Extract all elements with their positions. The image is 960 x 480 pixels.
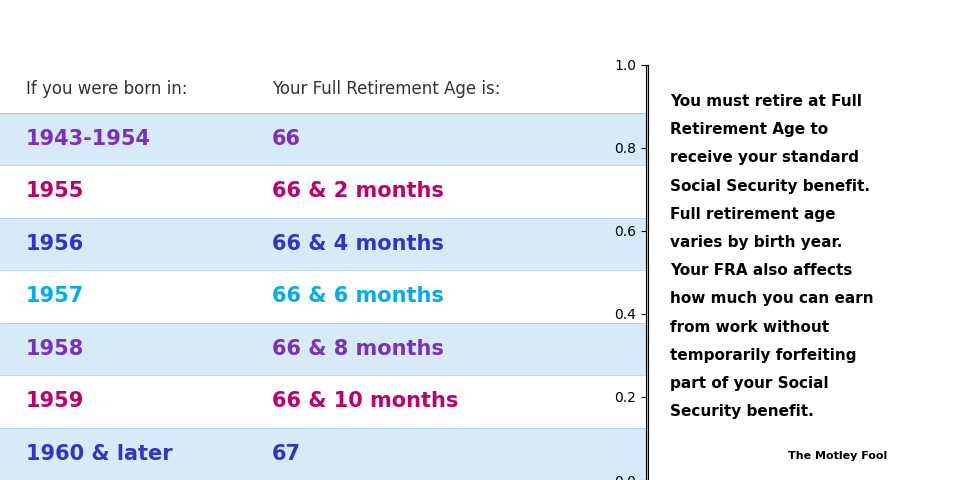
Text: Your Full Retirement Age is:: Your Full Retirement Age is:: [273, 80, 501, 97]
Text: 1960 & later: 1960 & later: [26, 444, 173, 464]
FancyBboxPatch shape: [0, 428, 648, 480]
Text: 66 & 10 months: 66 & 10 months: [273, 391, 459, 411]
Text: temporarily forfeiting: temporarily forfeiting: [670, 348, 856, 363]
Text: SOCIAL SECURITY FULL RETIREMENT AGE: SOCIAL SECURITY FULL RETIREMENT AGE: [45, 14, 915, 50]
Text: 66 & 6 months: 66 & 6 months: [273, 286, 444, 306]
Text: how much you can earn: how much you can earn: [670, 291, 874, 307]
Text: Retirement Age to: Retirement Age to: [670, 122, 828, 137]
Text: receive your standard: receive your standard: [670, 150, 859, 165]
Text: Security benefit.: Security benefit.: [670, 405, 813, 420]
FancyBboxPatch shape: [0, 270, 648, 323]
Text: 1956: 1956: [26, 234, 84, 254]
Text: 1957: 1957: [26, 286, 84, 306]
Text: 66 & 4 months: 66 & 4 months: [273, 234, 444, 254]
Text: Full retirement age: Full retirement age: [670, 207, 835, 222]
Text: varies by birth year.: varies by birth year.: [670, 235, 842, 250]
Text: You must retire at Full: You must retire at Full: [670, 94, 862, 109]
Text: 66: 66: [273, 129, 301, 149]
FancyBboxPatch shape: [0, 217, 648, 270]
Text: 66 & 8 months: 66 & 8 months: [273, 339, 444, 359]
Text: from work without: from work without: [670, 320, 829, 335]
Text: 1959: 1959: [26, 391, 84, 411]
Text: 67: 67: [273, 444, 301, 464]
FancyBboxPatch shape: [0, 323, 648, 375]
Text: Social Security benefit.: Social Security benefit.: [670, 179, 870, 193]
Text: part of your Social: part of your Social: [670, 376, 828, 391]
Text: 66 & 2 months: 66 & 2 months: [273, 181, 444, 201]
FancyBboxPatch shape: [0, 165, 648, 217]
Text: Your FRA also affects: Your FRA also affects: [670, 263, 852, 278]
Text: If you were born in:: If you were born in:: [26, 80, 187, 97]
Text: 1943-1954: 1943-1954: [26, 129, 151, 149]
FancyBboxPatch shape: [0, 112, 648, 165]
Text: The Motley Fool: The Motley Fool: [788, 451, 888, 461]
FancyBboxPatch shape: [0, 375, 648, 428]
Text: 1958: 1958: [26, 339, 84, 359]
Text: 1955: 1955: [26, 181, 84, 201]
